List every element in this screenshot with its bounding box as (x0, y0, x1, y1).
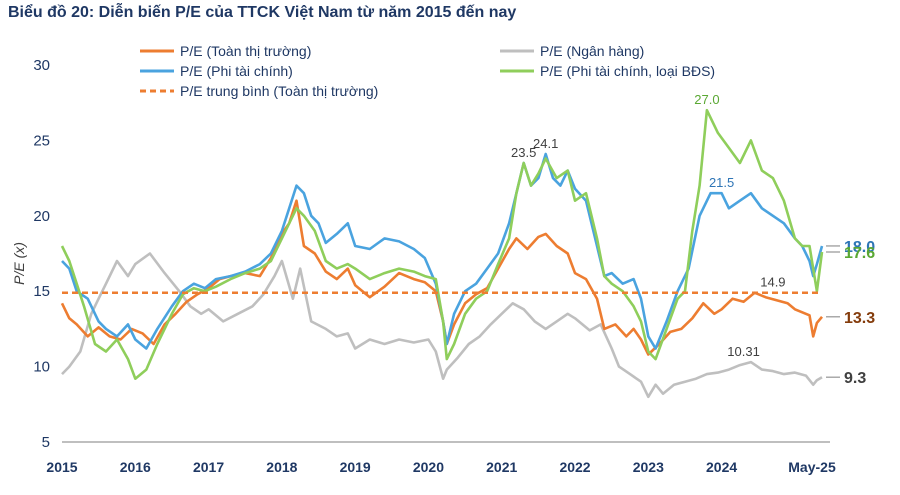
legend-label: P/E (Phi tài chính, loại BĐS) (540, 63, 715, 79)
end-value-label: 13.3 (844, 310, 875, 327)
x-tick-label: 2019 (340, 459, 371, 475)
legend-label: P/E (Phi tài chính) (180, 63, 293, 79)
legend-label: P/E (Toàn thị trường) (180, 43, 311, 59)
chart-title: Biểu đồ 20: Diễn biến P/E của TTCK Việt … (8, 4, 517, 21)
end-value-label: 9.3 (844, 370, 866, 387)
data-annotation: 21.5 (709, 175, 734, 190)
x-tick-label: 2024 (706, 459, 737, 475)
data-annotation: 23.5 (511, 145, 536, 160)
series-line-1 (61, 252, 823, 399)
data-annotation: 24.1 (533, 136, 558, 151)
series-line-2 (61, 152, 824, 350)
x-tick-label: 2015 (46, 459, 77, 475)
x-tick-label: 2016 (120, 459, 151, 475)
data-annotation: 27.0 (694, 92, 719, 107)
legend-label: P/E trung bình (Toàn thị trường) (180, 83, 378, 99)
y-tick-label: 25 (33, 132, 50, 149)
data-annotation: 10.31 (727, 344, 760, 359)
x-tick-label: 2023 (633, 459, 664, 475)
series-line-0 (60, 199, 823, 356)
x-tick-label: 2022 (559, 459, 590, 475)
x-tick-label: 2021 (486, 459, 517, 475)
end-value-label: 18.0 (844, 239, 875, 256)
data-annotation: 14.9 (760, 275, 785, 290)
x-tick-label: 2020 (413, 459, 444, 475)
x-tick-label: 2018 (266, 459, 297, 475)
y-tick-label: 20 (33, 208, 50, 225)
y-axis-label: P/E (x) (11, 242, 27, 285)
y-tick-label: 30 (33, 57, 50, 74)
x-tick-label: 2017 (193, 459, 224, 475)
y-tick-label: 5 (42, 434, 50, 451)
legend-label: P/E (Ngân hàng) (540, 43, 644, 59)
y-tick-label: 10 (33, 359, 50, 376)
y-tick-label: 15 (33, 283, 50, 300)
end-value-label: 17.6 (844, 245, 875, 262)
series-line-3 (60, 108, 824, 381)
x-tick-label: May-25 (788, 459, 836, 475)
